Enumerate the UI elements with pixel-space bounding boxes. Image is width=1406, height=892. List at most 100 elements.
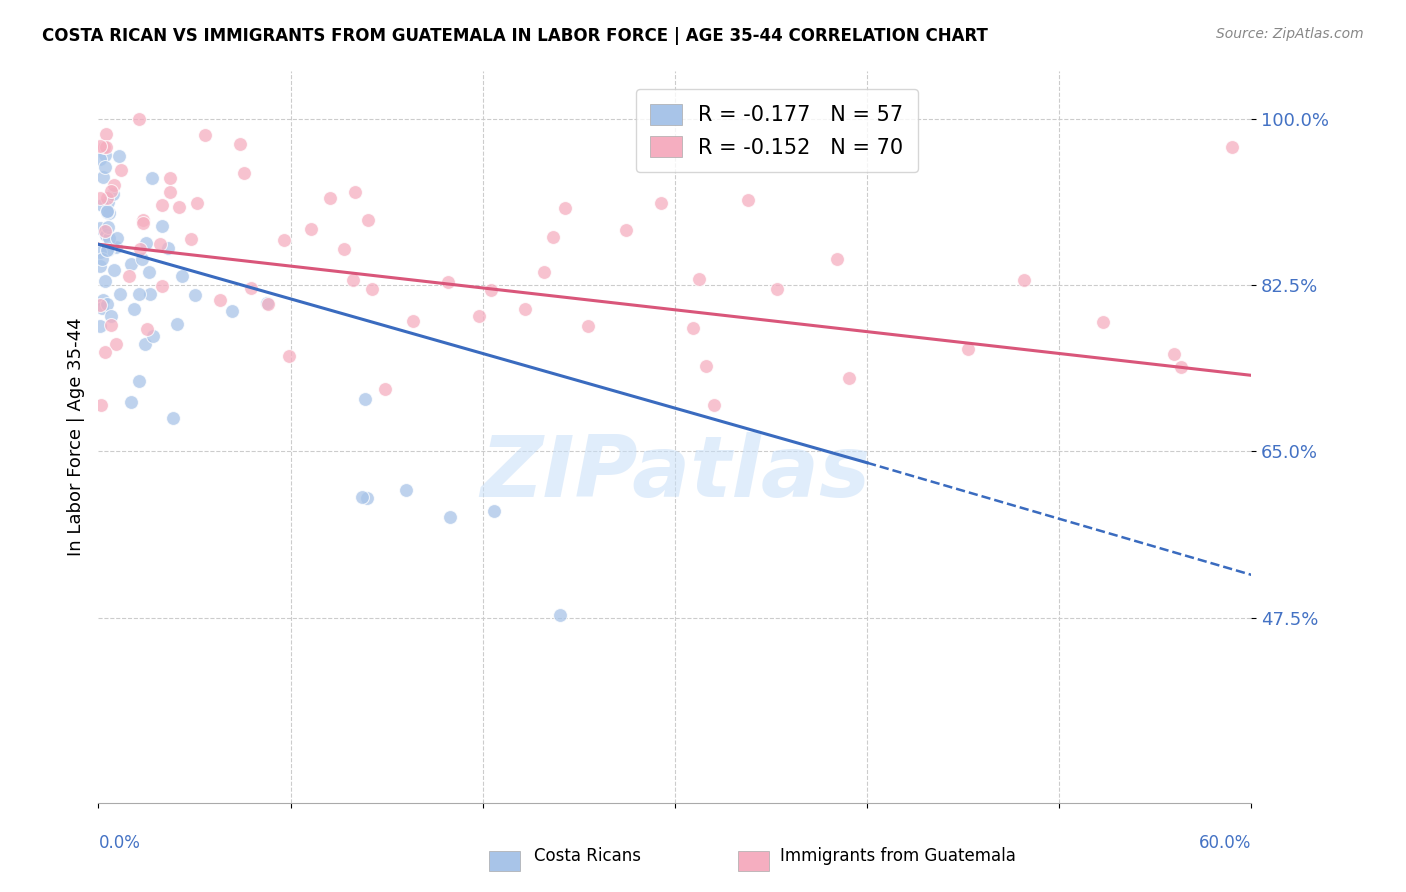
Point: [554, 202, 576, 216]
Point: [515, 302, 537, 317]
Point: [765, 282, 787, 296]
Point: [166, 318, 188, 332]
Point: [100, 318, 122, 333]
Point: [1220, 140, 1243, 154]
Text: 0.0%: 0.0%: [98, 834, 141, 852]
Point: [437, 275, 460, 289]
Point: [105, 231, 128, 245]
Point: [208, 293, 231, 308]
Point: [299, 221, 322, 235]
Text: Immigrants from Guatemala: Immigrants from Guatemala: [780, 847, 1017, 865]
Point: [89, 259, 111, 273]
Point: [139, 286, 162, 301]
Point: [93, 274, 115, 288]
Point: [97, 195, 120, 210]
Point: [159, 171, 181, 186]
Point: [240, 281, 263, 295]
Point: [957, 342, 980, 356]
Point: [131, 252, 153, 267]
Point: [439, 509, 461, 524]
Point: [98, 206, 121, 220]
Point: [232, 166, 254, 180]
Point: [1163, 347, 1185, 361]
Point: [89, 139, 111, 153]
Point: [89, 152, 111, 166]
Point: [89, 220, 111, 235]
Point: [94, 224, 117, 238]
Legend: R = -0.177   N = 57, R = -0.152   N = 70: R = -0.177 N = 57, R = -0.152 N = 70: [636, 89, 918, 172]
Point: [548, 608, 571, 623]
Point: [141, 170, 163, 185]
Point: [838, 371, 860, 385]
Point: [194, 128, 217, 143]
Point: [650, 195, 672, 210]
Point: [96, 243, 118, 257]
Text: ZIPatlas: ZIPatlas: [479, 432, 870, 516]
Point: [688, 271, 710, 285]
Point: [90, 252, 112, 267]
Point: [825, 252, 848, 266]
Point: [94, 127, 117, 141]
Point: [1012, 273, 1035, 287]
Point: [100, 184, 122, 198]
Point: [142, 328, 165, 343]
Point: [186, 196, 208, 211]
Point: [184, 288, 207, 302]
Point: [229, 136, 252, 151]
Point: [96, 204, 118, 219]
Point: [110, 286, 132, 301]
Point: [128, 287, 150, 301]
Point: [157, 241, 180, 255]
Point: [221, 304, 243, 318]
Point: [96, 205, 118, 219]
Point: [107, 149, 129, 163]
Point: [170, 268, 193, 283]
Point: [93, 345, 115, 359]
Point: [129, 242, 152, 256]
Point: [91, 198, 114, 212]
Point: [89, 298, 111, 312]
Point: [614, 223, 637, 237]
Point: [100, 309, 122, 323]
Y-axis label: In Labor Force | Age 35-44: In Labor Force | Age 35-44: [66, 318, 84, 557]
Point: [273, 234, 295, 248]
Point: [97, 231, 120, 245]
Point: [360, 281, 382, 295]
Point: [93, 140, 115, 154]
Text: 60.0%: 60.0%: [1199, 834, 1251, 852]
Point: [357, 213, 380, 227]
Point: [482, 504, 505, 518]
Point: [89, 191, 111, 205]
Point: [576, 319, 599, 334]
Point: [91, 293, 114, 307]
Point: [89, 319, 111, 334]
Text: Source: ZipAtlas.com: Source: ZipAtlas.com: [1216, 27, 1364, 41]
Point: [1091, 315, 1114, 329]
Point: [138, 265, 160, 279]
Point: [120, 257, 142, 271]
Point: [89, 245, 111, 260]
Point: [682, 321, 704, 335]
Point: [128, 374, 150, 388]
Point: [256, 295, 278, 310]
Point: [162, 411, 184, 425]
Point: [468, 309, 491, 323]
Point: [541, 230, 564, 244]
Point: [350, 490, 373, 504]
Point: [479, 283, 502, 297]
Point: [128, 112, 150, 126]
Point: [135, 236, 157, 251]
Point: [402, 314, 425, 328]
Point: [354, 392, 377, 406]
Point: [167, 200, 190, 214]
Point: [257, 297, 280, 311]
Point: [533, 265, 555, 279]
Point: [737, 193, 759, 207]
Point: [104, 240, 127, 254]
Text: COSTA RICAN VS IMMIGRANTS FROM GUATEMALA IN LABOR FORCE | AGE 35-44 CORRELATION : COSTA RICAN VS IMMIGRANTS FROM GUATEMALA…: [42, 27, 988, 45]
Point: [97, 219, 120, 234]
Point: [104, 336, 127, 351]
Point: [90, 398, 112, 412]
Point: [394, 483, 416, 497]
Point: [103, 262, 125, 277]
